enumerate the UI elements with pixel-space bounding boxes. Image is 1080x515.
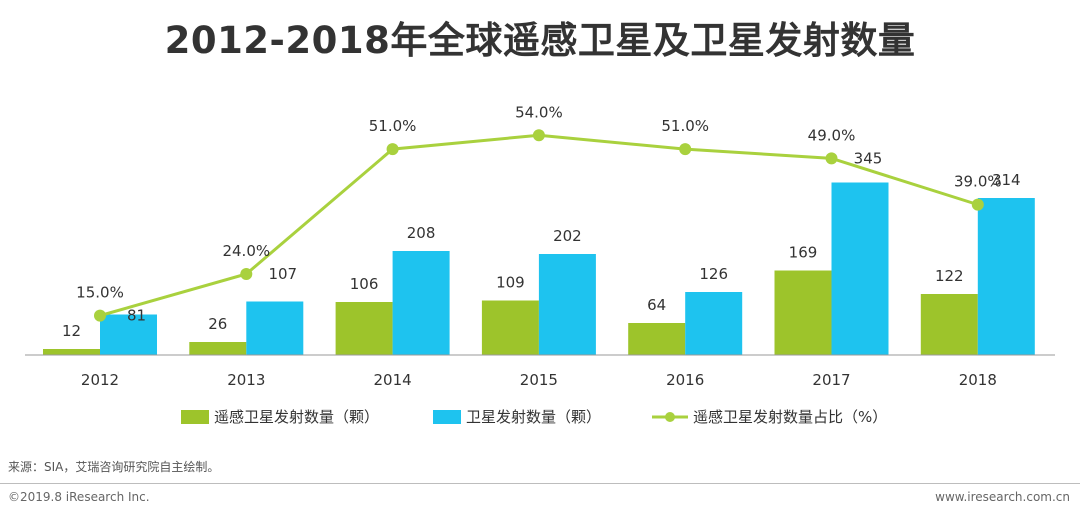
line-label-2017: 49.0% (808, 126, 856, 144)
bar-remote-sensing-2013 (189, 342, 247, 355)
bar-label-remote-sensing-2016: 64 (647, 296, 666, 314)
bar-remote-sensing-2012 (43, 349, 100, 355)
x-tick-label-2012: 2012 (81, 371, 119, 389)
bar-satellite-2018 (977, 198, 1035, 355)
line-point-2017 (825, 152, 838, 165)
source-note: 来源：SIA，艾瑞咨询研究院自主绘制。 (8, 460, 220, 474)
website-text: www.iresearch.com.cn (935, 490, 1070, 504)
bar-label-satellite-2012: 81 (127, 307, 146, 325)
legend-label-remote-sensing: 遥感卫星发射数量（颗） (214, 408, 379, 426)
bar-label-remote-sensing-2013: 26 (208, 315, 227, 333)
bar-label-remote-sensing-2015: 109 (496, 274, 525, 292)
legend-label-satellite: 卫星发射数量（颗） (466, 408, 601, 426)
line-label-2018: 39.0% (954, 173, 1002, 191)
bars-layer (43, 182, 1035, 355)
x-tick-label-2016: 2016 (666, 371, 704, 389)
legend-swatch-satellite (433, 410, 461, 424)
bar-label-satellite-2018: 314 (992, 171, 1021, 189)
bar-satellite-2015 (538, 254, 596, 355)
copyright-text: ©2019.8 iResearch Inc. (8, 490, 150, 504)
x-tick-label-2014: 2014 (374, 371, 412, 389)
line-label-2012: 15.0% (76, 284, 124, 302)
line-point-2013 (240, 268, 253, 280)
chart-title: 2012-2018年全球遥感卫星及卫星发射数量 (164, 19, 916, 62)
bar-label-satellite-2015: 202 (553, 227, 582, 245)
bar-remote-sensing-2015 (481, 300, 539, 355)
chart-plot: 12 81 2012 26 107 2013 106 208 2014 109 202 2015 64 1… (25, 103, 1055, 426)
bar-label-remote-sensing-2014: 106 (350, 275, 379, 293)
bar-satellite-2012 (100, 314, 157, 355)
line-label-2013: 24.0% (222, 242, 270, 260)
bar-label-remote-sensing-2018: 122 (935, 267, 964, 285)
x-tick-label-2015: 2015 (520, 371, 558, 389)
line-label-2014: 51.0% (369, 117, 417, 135)
bar-label-satellite-2016: 126 (699, 265, 728, 283)
legend: 遥感卫星发射数量（颗） 卫星发射数量（颗） 遥感卫星发射数量占比（%） (181, 408, 887, 426)
line-point-2012 (94, 309, 106, 322)
bar-label-remote-sensing-2017: 169 (789, 244, 818, 262)
legend-label-share: 遥感卫星发射数量占比（%） (693, 408, 887, 426)
bar-label-satellite-2013: 107 (268, 265, 297, 283)
bar-remote-sensing-2014 (335, 302, 393, 355)
labels-layer: 12 81 2012 26 107 2013 106 208 2014 109 202 2015 64 1… (62, 103, 1021, 389)
x-tick-label-2018: 2018 (959, 371, 997, 389)
line-layer (94, 129, 984, 322)
line-point-2016 (679, 143, 692, 156)
bar-satellite-2017 (831, 182, 889, 355)
bar-label-remote-sensing-2012: 12 (62, 322, 81, 340)
bar-label-satellite-2014: 208 (407, 224, 436, 242)
line-point-2015 (532, 129, 545, 142)
legend-marker-share (665, 412, 675, 422)
legend-swatch-remote-sensing (181, 410, 209, 424)
line-label-2016: 51.0% (661, 117, 709, 135)
bar-remote-sensing-2017 (774, 270, 832, 355)
footer-divider (0, 483, 1080, 484)
bar-label-satellite-2017: 345 (854, 149, 883, 167)
bar-satellite-2014 (392, 251, 450, 355)
bar-satellite-2016 (685, 292, 743, 355)
x-tick-label-2017: 2017 (812, 371, 850, 389)
line-point-2014 (386, 143, 399, 156)
line-label-2015: 54.0% (515, 103, 563, 121)
bar-remote-sensing-2018 (920, 294, 978, 355)
line-point-2018 (971, 198, 984, 211)
bar-satellite-2013 (246, 301, 304, 355)
x-tick-label-2013: 2013 (227, 371, 265, 389)
bar-remote-sensing-2016 (628, 323, 686, 355)
